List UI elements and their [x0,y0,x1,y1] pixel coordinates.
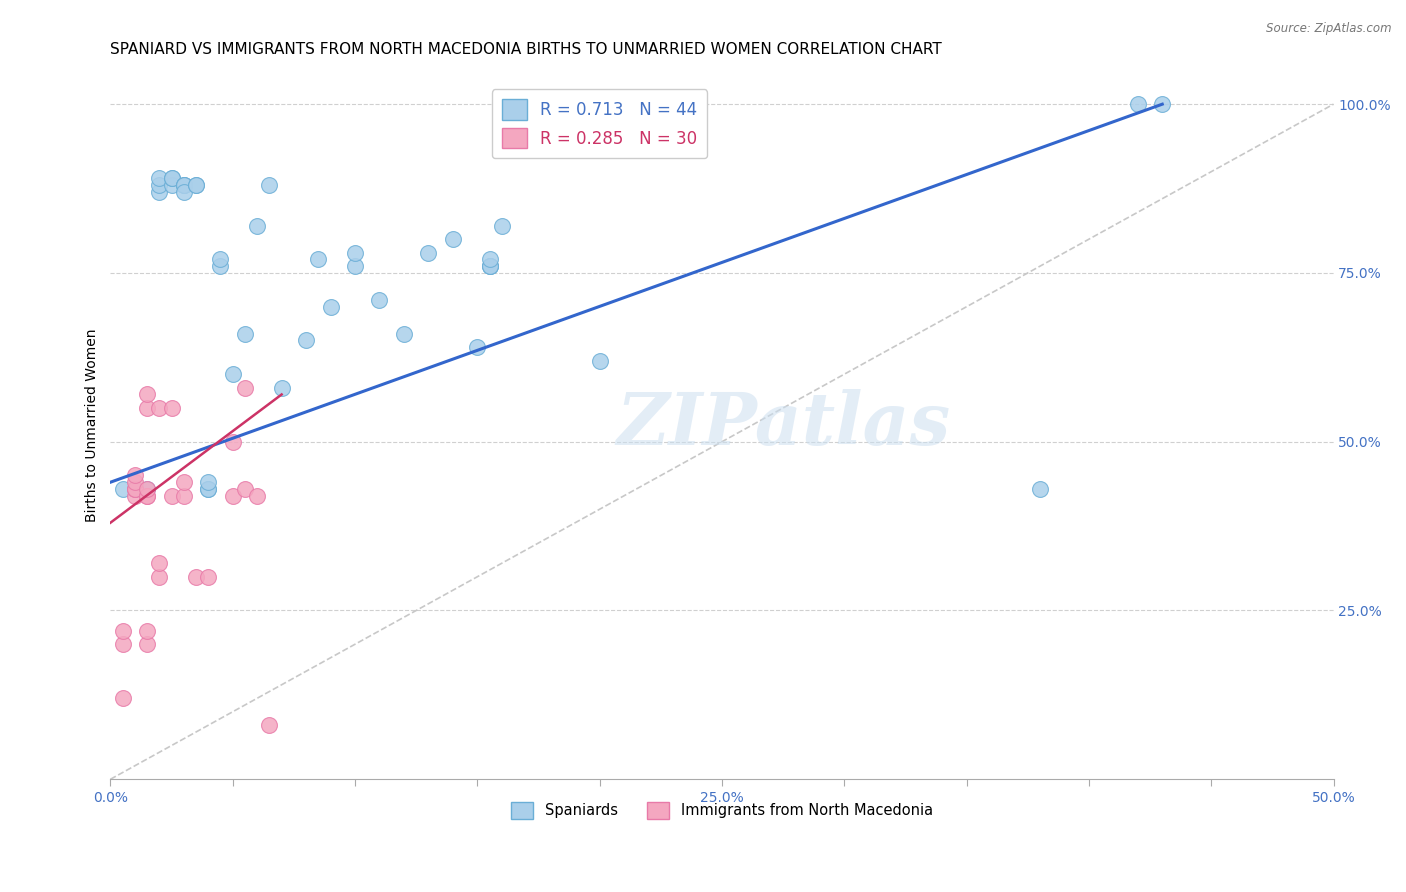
Point [148,401,170,415]
Point [441,232,464,246]
Point [222,489,245,503]
Point [148,185,170,199]
Point [173,489,195,503]
Point [233,326,256,341]
Point [270,381,292,395]
Point [246,219,269,233]
Point [478,259,501,273]
Point [392,326,415,341]
Point [136,482,159,496]
Point [295,334,318,348]
Point [160,401,183,415]
Point [136,387,159,401]
Point [136,489,159,503]
Point [222,368,245,382]
Y-axis label: Births to Unmarried Women: Births to Unmarried Women [86,328,100,522]
Point [197,475,219,490]
Point [319,300,342,314]
Point [148,171,170,186]
Point [259,178,281,193]
Point [1152,97,1174,112]
Point [184,178,207,193]
Point [124,475,146,490]
Point [233,482,256,496]
Point [136,637,159,651]
Point [124,489,146,503]
Point [173,178,195,193]
Point [233,381,256,395]
Point [136,482,159,496]
Point [148,178,170,193]
Point [173,475,195,490]
Point [478,252,501,267]
Point [344,259,367,273]
Point [160,178,183,193]
Point [173,178,195,193]
Point [111,637,134,651]
Point [136,401,159,415]
Point [173,185,195,199]
Point [160,489,183,503]
Point [197,482,219,496]
Point [124,482,146,496]
Point [1029,482,1052,496]
Point [111,624,134,638]
Point [136,624,159,638]
Point [124,482,146,496]
Point [222,434,245,449]
Point [148,570,170,584]
Point [111,691,134,706]
Point [259,718,281,732]
Point [467,340,489,354]
Point [478,259,501,273]
Point [491,219,513,233]
Point [209,252,232,267]
Point [184,178,207,193]
Point [160,171,183,186]
Point [160,171,183,186]
Point [307,252,329,267]
Point [197,482,219,496]
Point [111,482,134,496]
Point [1126,97,1149,112]
Legend: Spaniards, Immigrants from North Macedonia: Spaniards, Immigrants from North Macedon… [505,796,938,825]
Point [418,245,440,260]
Point [368,293,391,307]
Point [173,178,195,193]
Text: ZIPatlas: ZIPatlas [616,389,950,460]
Point [124,468,146,483]
Text: Source: ZipAtlas.com: Source: ZipAtlas.com [1267,22,1392,36]
Text: SPANIARD VS IMMIGRANTS FROM NORTH MACEDONIA BIRTHS TO UNMARRIED WOMEN CORRELATIO: SPANIARD VS IMMIGRANTS FROM NORTH MACEDO… [111,42,942,57]
Point [478,259,501,273]
Point [246,489,269,503]
Point [136,489,159,503]
Point [344,245,367,260]
Point [209,259,232,273]
Point [197,570,219,584]
Point [184,570,207,584]
Point [148,556,170,570]
Point [588,353,610,368]
Point [124,482,146,496]
